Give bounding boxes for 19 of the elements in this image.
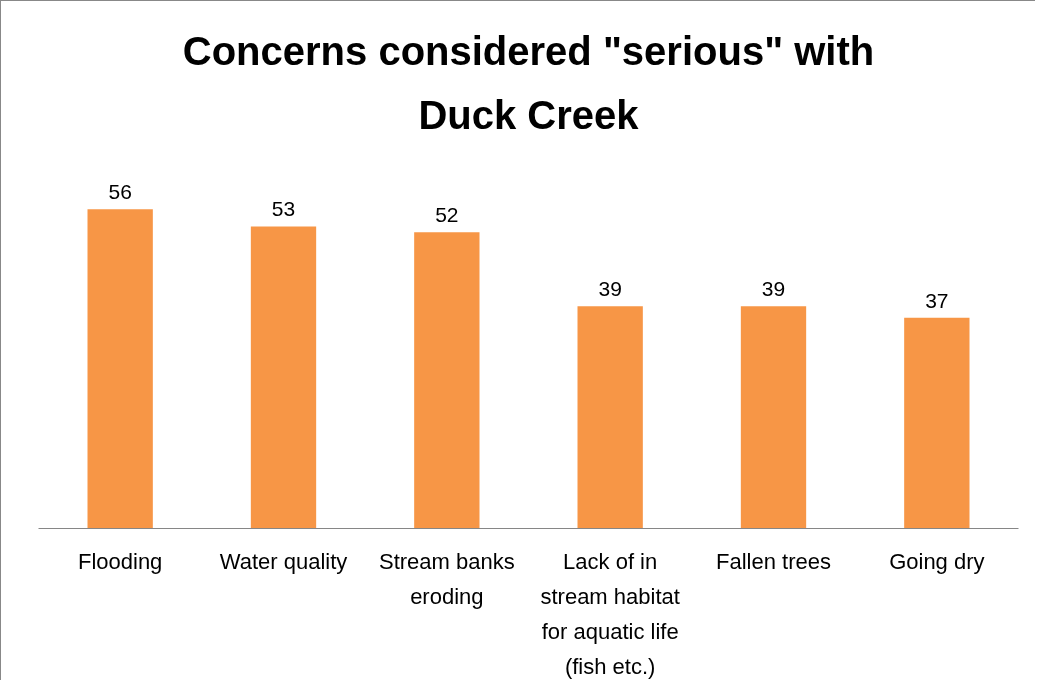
- bar: [87, 209, 153, 529]
- data-label: 37: [925, 288, 949, 312]
- data-label: 39: [598, 277, 622, 301]
- bar: [904, 317, 970, 529]
- data-label: 52: [435, 203, 459, 227]
- data-label: 53: [271, 197, 296, 221]
- x-tick-label: Fallen trees: [716, 548, 831, 574]
- x-tick-label: Water quality: [219, 548, 348, 574]
- bar: [250, 226, 317, 529]
- x-tick-label: Stream banks eroding: [378, 548, 515, 609]
- x-tick-label: Flooding: [77, 548, 163, 574]
- chart-title: Concerns considered "serious" with Duck Creek: [182, 29, 875, 138]
- bar: [414, 232, 480, 529]
- bar: [740, 306, 807, 529]
- data-label: 39: [761, 277, 786, 301]
- x-tick-label: Lack of in stream habitat for aquatic life (fish etc.): [540, 548, 680, 679]
- bar: [577, 306, 643, 529]
- x-tick-label: Going dry: [889, 548, 985, 574]
- data-label: 56: [108, 180, 132, 204]
